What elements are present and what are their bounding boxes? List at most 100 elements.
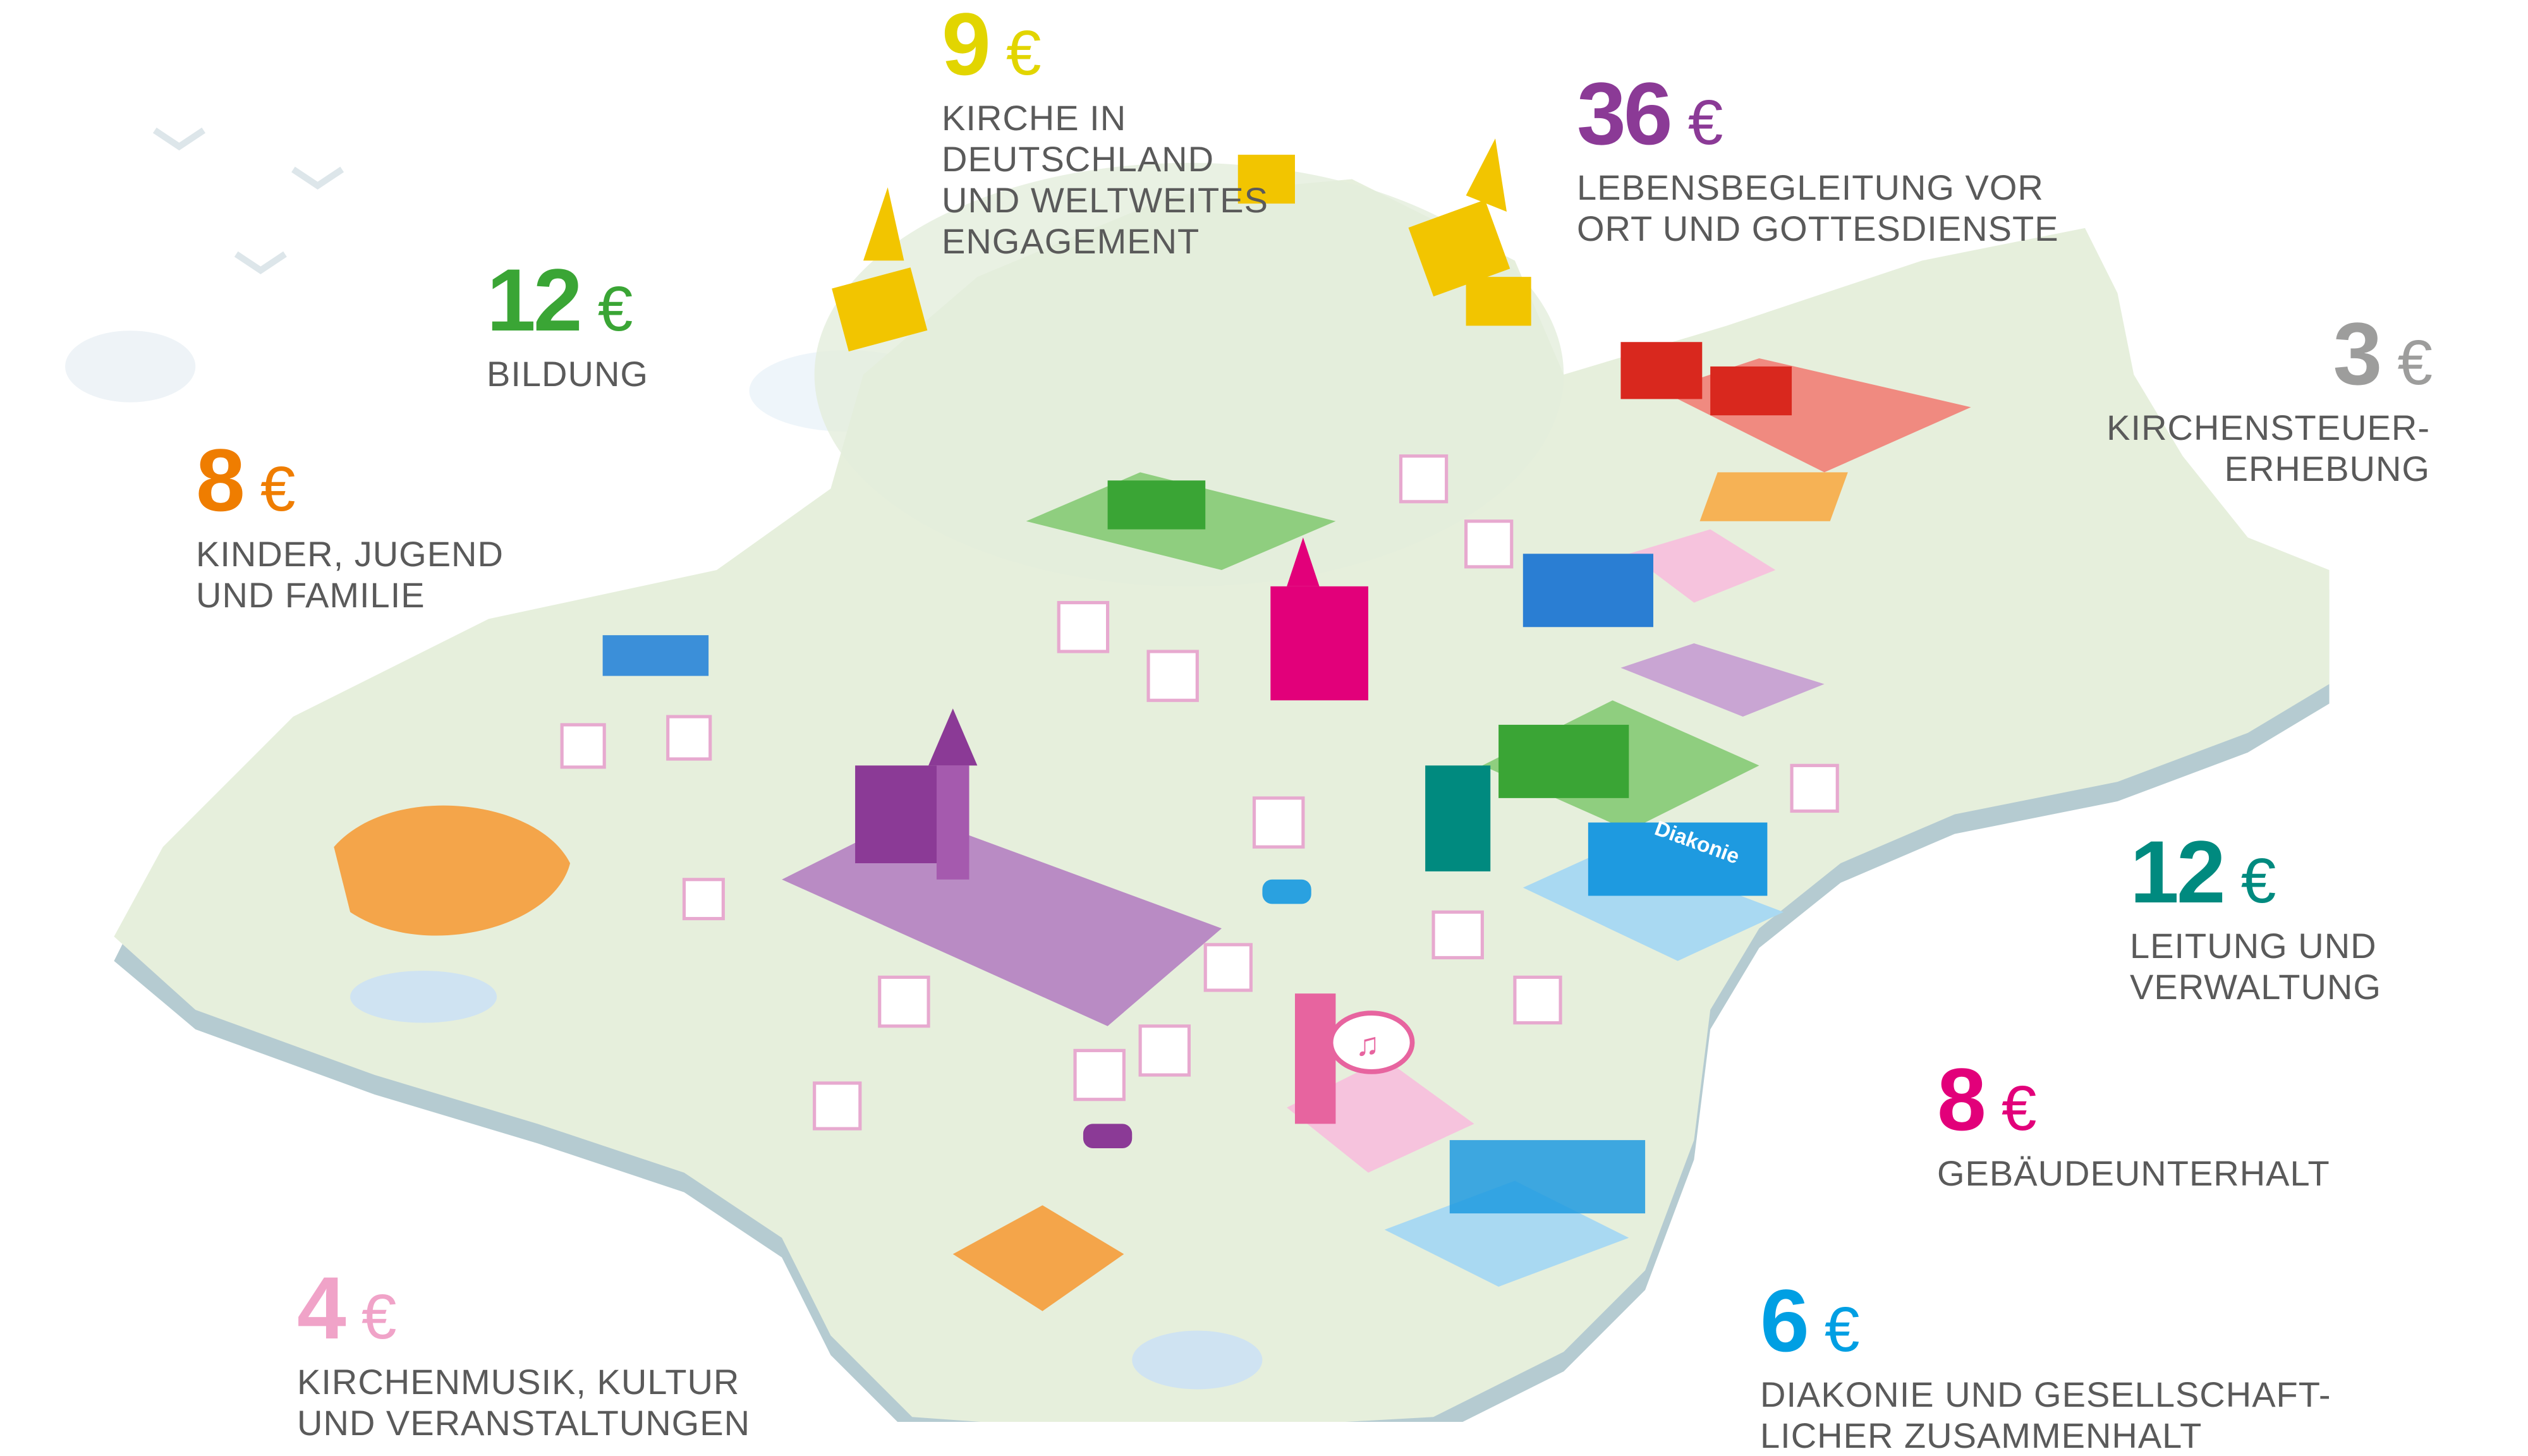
music-note-icon: ♫ [1355, 1026, 1380, 1062]
label-line: BILDUNG [487, 354, 648, 394]
music-note-bubble [1328, 1010, 1415, 1074]
label-line: ORT UND GOTTESDIENSTE [1577, 209, 2059, 248]
currency-symbol: € [260, 454, 296, 525]
amount-value: 12 [2130, 822, 2226, 921]
category-lebensbegleitung: 36 € LEBENSBEGLEITUNG VOR ORT UND GOTTESD… [1577, 70, 2059, 249]
label-line: VERWALTUNG [2130, 967, 2381, 1007]
amount-value: 6 [1760, 1271, 1809, 1370]
label-line: LICHER ZUSAMMENHALT [1760, 1416, 2203, 1455]
amount: 8 € [1937, 1055, 2330, 1146]
houses [560, 454, 1839, 1131]
purple-car [1083, 1124, 1133, 1149]
district-kinder-camp [952, 1205, 1124, 1311]
label-line: LEBENSBEGLEITUNG VOR [1577, 167, 2044, 207]
yellow-churches [832, 138, 1531, 352]
amount: 12 € [487, 256, 648, 347]
currency-symbol: € [2240, 846, 2276, 916]
amount-value: 12 [487, 250, 583, 349]
church-icon [832, 267, 928, 352]
bird-icon [291, 166, 344, 190]
red-building [1620, 342, 1703, 399]
europe-globe [814, 162, 1564, 586]
label-line: DEUTSCHLAND [942, 139, 1215, 179]
category-diakonie: 6 € DIAKONIE UND GESELLSCHAFT- LICHER ZUS… [1760, 1277, 2331, 1456]
lake [350, 971, 497, 1023]
category-gebaeudeunterhalt: 8 € GEBÄUDEUNTERHALT [1937, 1055, 2330, 1194]
category-kinder-jugend-familie: 8 € KINDER, JUGEND UND FAMILIE [196, 436, 504, 616]
amount-value: 3 [2333, 304, 2383, 403]
music-church [1294, 993, 1336, 1124]
lake [1132, 1330, 1263, 1390]
currency-symbol: € [597, 274, 633, 344]
label-line: KIRCHE IN [942, 98, 1127, 138]
amount-value: 4 [297, 1258, 346, 1357]
blue-car [1262, 879, 1311, 904]
label-line: ENGAGEMENT [942, 221, 1200, 261]
category-kirchenmusik: 4 € KIRCHENMUSIK, KULTUR UND VERANSTALTUN… [297, 1264, 750, 1443]
bird-icon [152, 127, 206, 151]
bird-icon [234, 251, 287, 275]
district-diakonie [1522, 847, 1784, 961]
category-kirche-deutschland: 9 € KIRCHE IN DEUTSCHLAND UND WELTWEITES … [942, 0, 1268, 262]
label-line: DIAKONIE UND GESELLSCHAFT- [1760, 1374, 2331, 1414]
district-lebensbegleitung [782, 814, 1222, 1026]
category-label: DIAKONIE UND GESELLSCHAFT- LICHER ZUSAMM… [1760, 1374, 2331, 1456]
label-line: KIRCHENMUSIK, KULTUR [297, 1362, 740, 1402]
amount: 9 € [942, 0, 1268, 91]
district-purple-right [1620, 643, 1825, 717]
amount: 12 € [2130, 828, 2381, 919]
currency-symbol: € [1687, 87, 1723, 158]
category-label: KIRCHENMUSIK, KULTUR UND VERANSTALTUNGEN [297, 1361, 750, 1443]
school [1498, 724, 1629, 798]
amount: 3 € [2106, 310, 2433, 401]
amount: 36 € [1577, 70, 2059, 161]
birds [152, 127, 344, 275]
hospital [1522, 554, 1653, 628]
label-line: UND WELTWEITES [942, 180, 1268, 220]
category-label: BILDUNG [487, 353, 648, 394]
amount-value: 9 [942, 0, 991, 94]
currency-symbol: € [2001, 1073, 2037, 1144]
category-bildung: 12 € BILDUNG [487, 256, 648, 394]
label-line: UND FAMILIE [196, 575, 425, 615]
district-kinder [334, 805, 571, 936]
church-icon [1237, 154, 1295, 204]
amount: 4 € [297, 1264, 750, 1355]
label-line: KINDER, JUGEND [196, 534, 504, 574]
sports-field [1699, 472, 1848, 521]
church-tower [928, 708, 978, 766]
label-line: KIRCHENSTEUER- [2106, 408, 2430, 447]
cloud [65, 331, 196, 403]
category-label: KINDER, JUGEND UND FAMILIE [196, 533, 504, 616]
amount-value: 36 [1577, 64, 1673, 163]
school-top [1107, 480, 1206, 530]
label-line: ERHEBUNG [2224, 449, 2430, 488]
amount-value: 8 [1937, 1050, 1986, 1149]
currency-symbol: € [1824, 1294, 1860, 1365]
category-kirchensteuererhebung: 3 € KIRCHENSTEUER- ERHEBUNG [2106, 310, 2433, 489]
office-tower [1425, 765, 1491, 871]
category-label: KIRCHE IN DEUTSCHLAND UND WELTWEITES ENG… [942, 97, 1268, 262]
label-line: GEBÄUDEUNTERHALT [1937, 1153, 2330, 1193]
category-label: LEBENSBEGLEITUNG VOR ORT UND GOTTESDIENS… [1577, 167, 2059, 249]
amount: 6 € [1760, 1277, 2331, 1368]
amount-value: 8 [196, 430, 245, 530]
category-label: GEBÄUDEUNTERHALT [1937, 1153, 2330, 1194]
category-label: KIRCHENSTEUER- ERHEBUNG [2106, 407, 2430, 489]
currency-symbol: € [361, 1282, 397, 1352]
blue-factory [602, 635, 709, 676]
diakonie-building [1588, 822, 1768, 896]
label-line: LEITUNG UND [2130, 926, 2377, 966]
currency-symbol: € [2397, 327, 2433, 398]
church-icon [1408, 200, 1510, 297]
category-leitung-verwaltung: 12 € LEITUNG UND VERWALTUNG [2130, 828, 2381, 1007]
concert-hall [1449, 1140, 1646, 1214]
label-line: UND VERANSTALTUNGEN [297, 1403, 751, 1443]
buildings: ♫ [560, 138, 1839, 1214]
district-kirchenmusik-2 [1629, 529, 1776, 603]
cathedral [1270, 586, 1368, 701]
currency-symbol: € [1006, 18, 1042, 88]
amount: 8 € [196, 436, 504, 527]
illustrated-town-map: ♫ Diakonie [65, 127, 2330, 1422]
category-label: LEITUNG UND VERWALTUNG [2130, 925, 2381, 1007]
